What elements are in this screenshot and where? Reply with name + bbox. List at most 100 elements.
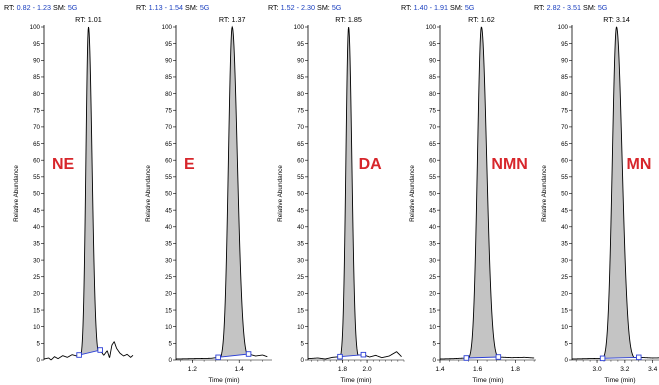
apex-rt-label: RT: 1.01	[75, 15, 102, 24]
peak-end-marker	[495, 354, 502, 360]
x-axis-title: Time (min)	[340, 377, 371, 384]
smoothing-value: 5G	[200, 3, 210, 12]
range-header: RT: 1.52 - 2.30 SM: 5G	[268, 3, 342, 12]
x-tick-label: 3.0	[592, 366, 601, 373]
y-axis-title: Relative Abundance	[145, 165, 152, 222]
y-tick-label: 75	[561, 107, 568, 114]
peak-start-marker	[599, 355, 606, 362]
integration-baseline	[466, 356, 499, 359]
peak-start-marker	[215, 354, 221, 361]
y-tick-label: 25	[561, 274, 568, 281]
y-tick-label: 60	[297, 157, 304, 164]
y-tick-label: 75	[33, 107, 40, 114]
y-tick-label: 20	[429, 291, 436, 298]
y-tick-label: 95	[165, 41, 172, 48]
chromatogram-panel-nmn: RT: 1.40 - 1.91 SM: 5G RT: 1.62 0 5 10 15 20 25…	[401, 3, 536, 384]
y-tick-label: 70	[165, 124, 172, 131]
y-tick-label: 10	[165, 324, 172, 331]
smoothing-label: SM:	[448, 3, 465, 12]
y-tick-label: 10	[561, 324, 568, 331]
y-tick-label: 10	[297, 324, 304, 331]
y-tick-label: 85	[429, 74, 436, 81]
y-tick-label: 5	[565, 341, 569, 348]
y-tick-label: 10	[33, 324, 40, 331]
y-tick-label: 35	[561, 241, 568, 248]
apex-rt-label: RT: 1.37	[219, 15, 246, 24]
y-tick-label: 15	[165, 307, 172, 314]
y-tick-label: 25	[33, 274, 40, 281]
y-tick-label: 55	[33, 174, 40, 181]
x-tick-label: 1.2	[188, 366, 197, 373]
y-tick-label: 0	[565, 357, 569, 364]
y-tick-label: 30	[561, 257, 568, 264]
compound-label: NMN	[491, 156, 527, 173]
compound-label: DA	[359, 156, 383, 173]
peak-start-marker	[337, 353, 343, 360]
y-tick-label: 95	[429, 41, 436, 48]
smoothing-label: SM:	[183, 3, 200, 12]
y-tick-label: 55	[429, 174, 436, 181]
apex-rt-label: RT: 3.14	[603, 15, 630, 24]
y-tick-label: 45	[33, 207, 40, 214]
y-tick-label: 100	[162, 24, 173, 31]
y-tick-label: 65	[33, 141, 40, 148]
apex-rt-label: RT: 1.85	[335, 15, 362, 24]
peak-area-fill	[340, 27, 364, 357]
peak-start-marker	[76, 352, 82, 358]
range-value: 2.82 - 3.51	[547, 3, 581, 12]
chromatogram-trace	[439, 26, 535, 360]
y-tick-label: 60	[561, 157, 568, 164]
y-tick-label: 55	[165, 174, 172, 181]
y-tick-label: 90	[561, 58, 568, 65]
peak-end-marker	[636, 354, 642, 361]
y-tick-label: 25	[297, 274, 304, 281]
y-tick-label: 20	[297, 291, 304, 298]
y-tick-label: 30	[165, 257, 172, 264]
range-header: RT: 2.82 - 3.51 SM: 5G	[534, 3, 608, 12]
y-tick-label: 95	[561, 41, 568, 48]
chromatogram-trace	[307, 26, 402, 360]
peak-end-marker	[245, 351, 252, 357]
y-tick-label: 10	[429, 324, 436, 331]
y-tick-label: 15	[429, 307, 436, 314]
y-tick-label: 35	[429, 241, 436, 248]
y-tick-label: 95	[297, 41, 304, 48]
y-tick-label: 25	[429, 274, 436, 281]
y-tick-label: 70	[561, 124, 568, 131]
y-tick-label: 5	[433, 341, 437, 348]
range-label: RT:	[136, 3, 149, 12]
y-tick-label: 60	[33, 157, 40, 164]
y-tick-label: 40	[297, 224, 304, 231]
y-tick-label: 50	[561, 191, 568, 198]
y-tick-label: 0	[433, 357, 437, 364]
y-tick-label: 5	[169, 341, 173, 348]
y-tick-label: 15	[561, 307, 568, 314]
range-label: RT:	[401, 3, 414, 12]
y-tick-label: 0	[37, 357, 41, 364]
y-tick-label: 70	[33, 124, 40, 131]
compound-label: MN	[627, 156, 652, 173]
y-tick-label: 65	[429, 141, 436, 148]
smoothing-label: SM:	[581, 3, 598, 12]
y-axis-title: Relative Abundance	[409, 165, 416, 222]
y-tick-label: 50	[165, 191, 172, 198]
x-tick-label: 3.2	[620, 366, 629, 373]
y-tick-label: 45	[297, 207, 304, 214]
y-tick-label: 65	[297, 141, 304, 148]
chromatogram-panel-ne: RT: 0.82 - 1.23 SM: 5G RT: 1.01 0 5 10 15 20 25…	[4, 3, 134, 364]
y-tick-label: 100	[426, 24, 437, 31]
y-tick-label: 50	[429, 191, 436, 198]
peak-area-fill	[79, 27, 101, 356]
y-tick-label: 40	[165, 224, 172, 231]
y-tick-label: 80	[33, 91, 40, 98]
range-label: RT:	[534, 3, 547, 12]
y-tick-label: 85	[33, 74, 40, 81]
peak-end-marker	[97, 347, 103, 353]
peak-area-fill	[466, 27, 499, 359]
y-tick-label: 30	[297, 257, 304, 264]
range-value: 1.52 - 2.30	[281, 3, 315, 12]
range-header: RT: 1.40 - 1.91 SM: 5G	[401, 3, 475, 12]
peak-start-marker	[463, 355, 470, 361]
y-tick-label: 100	[30, 24, 41, 31]
